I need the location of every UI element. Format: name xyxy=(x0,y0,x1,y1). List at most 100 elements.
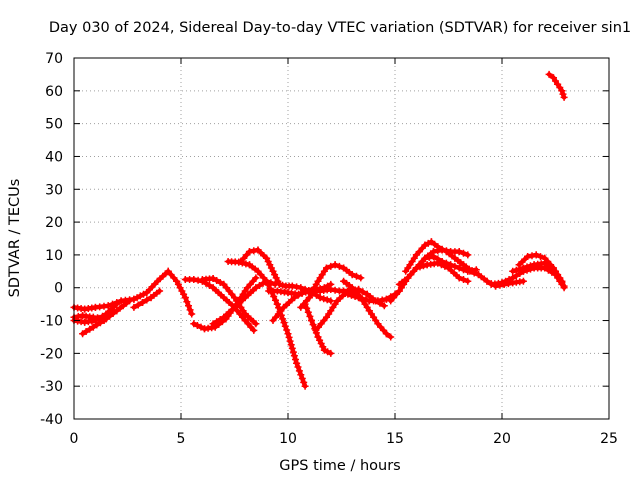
data-point-marker xyxy=(96,319,104,327)
data-point-marker xyxy=(295,367,303,375)
y-tick-label: 20 xyxy=(45,215,63,231)
data-point-marker xyxy=(382,330,390,338)
data-point-marker xyxy=(283,326,291,334)
data-point-marker xyxy=(156,287,164,295)
data-point-marker xyxy=(99,312,106,320)
y-tick-label: 10 xyxy=(45,248,63,264)
x-tick-label: 25 xyxy=(600,431,618,447)
data-point-marker xyxy=(537,253,544,261)
data-point-marker xyxy=(327,285,335,293)
data-point-marker xyxy=(109,308,116,316)
data-point-marker xyxy=(509,274,517,282)
data-point-marker xyxy=(190,276,198,283)
y-tick-label: 0 xyxy=(54,281,63,297)
data-point-marker xyxy=(190,320,198,328)
data-point-marker xyxy=(130,303,138,311)
data-point-marker xyxy=(246,248,253,256)
y-tick-label: 70 xyxy=(45,51,63,67)
y-tick-label: 50 xyxy=(45,117,63,133)
data-point-marker xyxy=(460,249,467,257)
data-point-marker xyxy=(359,288,367,296)
data-point-marker xyxy=(290,352,298,360)
data-point-marker xyxy=(263,277,271,285)
data-point-marker xyxy=(455,274,463,282)
data-point-marker xyxy=(309,321,317,329)
data-point-marker xyxy=(438,246,446,254)
data-point-marker xyxy=(552,267,559,275)
data-point-marker xyxy=(560,282,568,290)
data-point-marker xyxy=(483,277,491,285)
data-point-marker xyxy=(556,275,564,283)
x-tick-label: 0 xyxy=(70,431,79,447)
data-point-marker xyxy=(293,283,301,291)
data-point-marker xyxy=(455,248,463,256)
data-point-marker xyxy=(292,356,299,363)
data-point-marker xyxy=(335,262,343,270)
data-point-marker xyxy=(327,349,335,357)
data-point-marker xyxy=(252,320,260,328)
data-point-marker xyxy=(297,284,305,292)
data-point-marker xyxy=(320,295,328,303)
data-point-marker xyxy=(113,300,121,308)
data-point-marker xyxy=(441,262,449,270)
data-point-marker xyxy=(183,298,191,306)
data-point-marker xyxy=(378,296,386,304)
data-point-marker xyxy=(86,325,94,333)
data-point-marker xyxy=(293,359,301,367)
data-point-marker xyxy=(186,306,194,314)
data-point-marker xyxy=(298,375,306,382)
data-point-marker xyxy=(509,267,517,275)
data-point-marker xyxy=(143,296,151,304)
data-point-marker xyxy=(358,295,366,303)
data-point-marker xyxy=(294,363,302,371)
data-point-marker xyxy=(498,279,506,287)
data-point-marker xyxy=(323,296,331,304)
data-point-marker xyxy=(209,275,217,282)
data-point-marker xyxy=(327,262,335,270)
chart-title: Day 030 of 2024, Sidereal Day-to-day VTE… xyxy=(49,20,631,36)
y-tick-label: 40 xyxy=(45,149,63,165)
data-point-marker xyxy=(545,70,553,78)
data-point-marker xyxy=(206,282,213,289)
data-point-marker xyxy=(331,286,339,294)
data-point-marker xyxy=(344,290,352,298)
data-point-marker xyxy=(306,312,314,320)
data-point-marker xyxy=(541,259,549,267)
data-point-marker xyxy=(209,320,217,328)
data-point-marker xyxy=(301,300,309,308)
y-axis-title: SDTVAR / TECUs xyxy=(7,179,23,298)
data-point-marker xyxy=(357,274,365,282)
x-tick-label: 15 xyxy=(386,431,404,447)
data-point-marker xyxy=(91,317,99,324)
data-point-marker xyxy=(451,262,459,270)
data-point-marker xyxy=(250,326,258,334)
data-point-marker xyxy=(286,337,294,345)
data-point-marker xyxy=(380,302,388,310)
y-tick-label: -40 xyxy=(40,412,63,428)
x-axis-title: GPS time / hours xyxy=(279,458,400,474)
data-point-marker xyxy=(412,264,420,272)
data-point-marker xyxy=(216,279,224,286)
data-point-marker xyxy=(348,271,356,279)
grid-lines xyxy=(74,58,609,419)
data-point-marker xyxy=(323,264,330,272)
data-point-marker xyxy=(527,262,534,270)
data-point-marker xyxy=(532,251,540,259)
y-tick-label: -10 xyxy=(40,314,63,330)
data-point-marker xyxy=(304,308,312,316)
data-point-marker xyxy=(434,247,442,255)
data-point-marker xyxy=(353,272,360,280)
data-point-marker xyxy=(279,281,287,289)
data-point-marker xyxy=(193,322,201,329)
data-point-marker xyxy=(558,87,566,95)
data-point-marker xyxy=(374,297,382,305)
data-point-marker xyxy=(382,295,390,303)
x-tick-label: 20 xyxy=(493,431,511,447)
data-point-marker xyxy=(250,247,258,255)
data-point-marker xyxy=(302,288,310,296)
data-point-marker xyxy=(297,371,305,379)
data-point-marker xyxy=(275,280,283,288)
data-point-marker xyxy=(416,263,424,271)
